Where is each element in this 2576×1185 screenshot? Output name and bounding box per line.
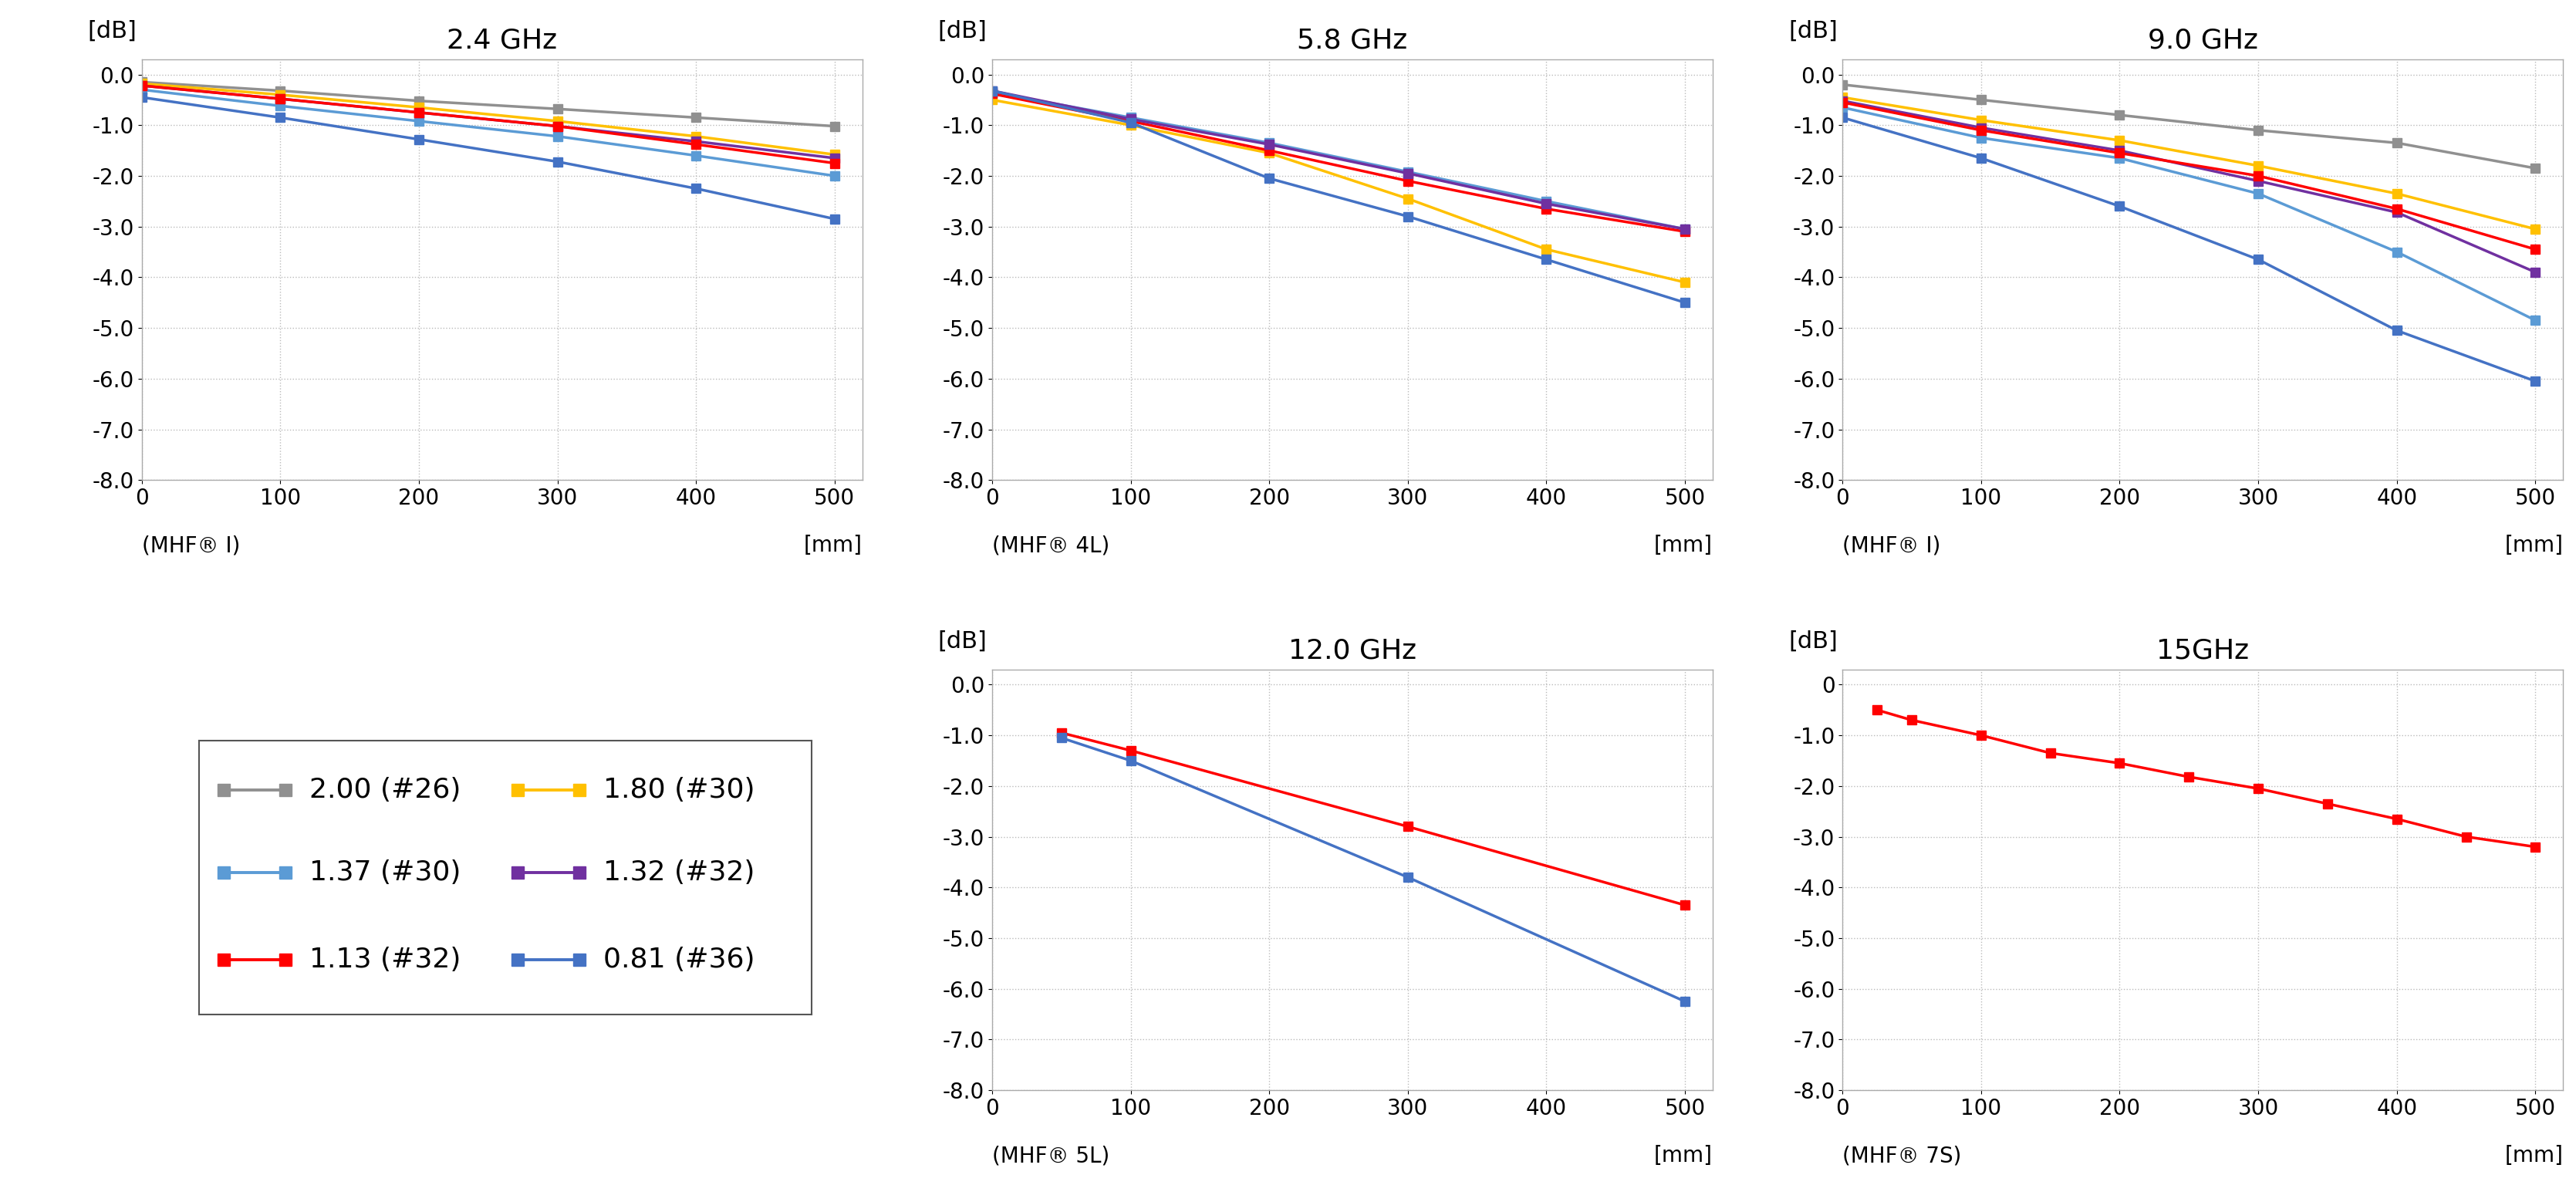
- Text: 0.81 (#36): 0.81 (#36): [603, 947, 755, 973]
- Title: 15GHz: 15GHz: [2156, 638, 2249, 664]
- Text: 1.13 (#32): 1.13 (#32): [309, 947, 461, 973]
- Text: 2.00 (#26): 2.00 (#26): [309, 777, 461, 803]
- Text: (MHF® 4L): (MHF® 4L): [992, 534, 1110, 556]
- Text: [dB]: [dB]: [1788, 630, 1837, 653]
- Text: (MHF® I): (MHF® I): [1842, 534, 1940, 556]
- Text: [mm]: [mm]: [1654, 1145, 1713, 1166]
- Text: 1.37 (#30): 1.37 (#30): [309, 859, 461, 885]
- Text: [mm]: [mm]: [2504, 534, 2563, 556]
- Text: 1.32 (#32): 1.32 (#32): [603, 859, 755, 885]
- Text: [dB]: [dB]: [88, 20, 137, 43]
- Text: (MHF® I): (MHF® I): [142, 534, 240, 556]
- Text: [dB]: [dB]: [938, 20, 987, 43]
- Text: [mm]: [mm]: [804, 534, 863, 556]
- Text: (MHF® 7S): (MHF® 7S): [1842, 1145, 1960, 1166]
- Text: (MHF® 5L): (MHF® 5L): [992, 1145, 1110, 1166]
- Text: [dB]: [dB]: [1788, 20, 1837, 43]
- Title: 9.0 GHz: 9.0 GHz: [2148, 27, 2259, 55]
- Text: [dB]: [dB]: [938, 630, 987, 653]
- Title: 2.4 GHz: 2.4 GHz: [446, 27, 556, 55]
- Title: 12.0 GHz: 12.0 GHz: [1288, 638, 1417, 664]
- Title: 5.8 GHz: 5.8 GHz: [1298, 27, 1406, 55]
- Text: [mm]: [mm]: [2504, 1145, 2563, 1166]
- Text: [mm]: [mm]: [1654, 534, 1713, 556]
- Text: 1.80 (#30): 1.80 (#30): [603, 777, 755, 803]
